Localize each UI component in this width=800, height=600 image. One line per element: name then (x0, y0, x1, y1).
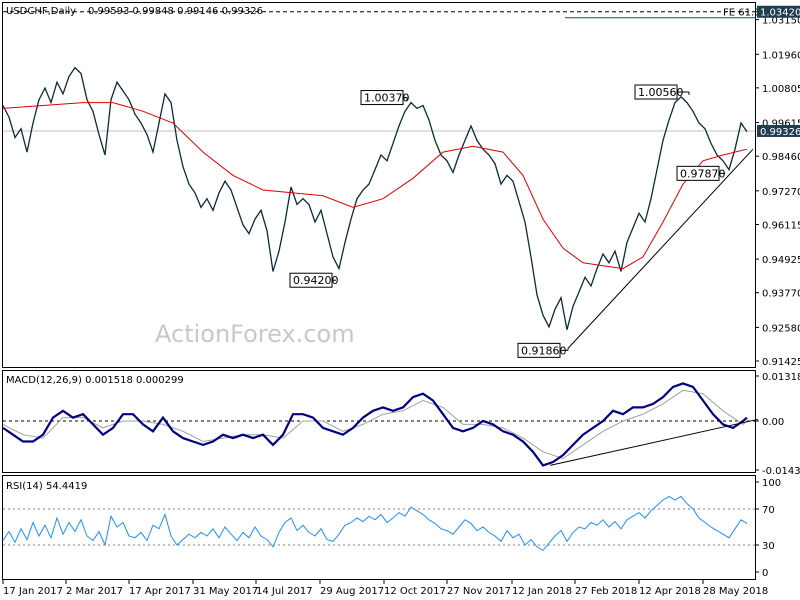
moving-average-series (2, 102, 748, 270)
date-tick-label: 14 Jul 2017 (256, 586, 313, 597)
date-tick-label: 17 Apr 2017 (129, 586, 191, 597)
fib-value: 1.03420 (760, 8, 800, 19)
rsi-y-tick-label: 0 (762, 568, 768, 579)
date-axis: 17 Jan 2017 2 Mar 2017 17 Apr 2017 31 May 2… (2, 580, 768, 597)
macd-trendline (549, 418, 759, 466)
rsi-label: RSI(14) 54.4419 (6, 481, 87, 492)
ohlc-readout: 0.99593 0.99848 0.99146 0.99326 (88, 6, 263, 17)
price-y-tick-label: 0.94925 (762, 255, 800, 266)
price-y-tick-label: 0.97270 (762, 187, 800, 198)
price-y-tick-label: 0.99615 (762, 119, 800, 130)
date-tick-label: 12 Oct 2017 (384, 586, 446, 597)
annotation-box (676, 165, 720, 181)
rsi-series (2, 495, 748, 552)
swing-annotation: 1.00560 (634, 84, 690, 100)
price-y-tick-label: 0.91425 (762, 357, 800, 368)
annotation-box (517, 342, 561, 358)
swing-annotation: 0.91860 (517, 342, 569, 358)
date-tick-label: 31 May 2017 (193, 586, 258, 597)
macd-series (2, 382, 748, 467)
rsi-y-tick-label: 100 (762, 478, 781, 489)
macd-y-tick-label: 0.00 (762, 417, 784, 428)
rsi-y-axis: 100 70 30 0 (755, 478, 781, 579)
rsi-panel-frame (2, 475, 756, 580)
price-y-tick-label: 0.92580 (762, 323, 800, 334)
macd-y-axis: 0.013184 0.00 -0.014339 (755, 372, 800, 477)
date-tick-label: 28 May 2018 (703, 586, 768, 597)
price-y-tick-label: 0.98460 (762, 152, 800, 163)
last-price-tag: 0.99326 (757, 124, 800, 138)
macd-y-tick-label: 0.013184 (762, 372, 800, 383)
macd-signal-series (2, 389, 748, 460)
last-price-value: 0.99326 (760, 127, 800, 138)
annotation-label: 1.00370 (364, 92, 410, 105)
annotation-label: 0.94200 (293, 274, 339, 287)
price-y-tick-label: 1.00805 (762, 84, 800, 95)
date-tick-label: 12 Apr 2018 (639, 586, 701, 597)
rsi-y-tick-label: 70 (762, 505, 775, 516)
annotation-label: 0.97870 (680, 167, 726, 180)
price-series (2, 66, 748, 330)
date-tick-label: 27 Nov 2017 (447, 586, 511, 597)
rsi-y-tick-label: 30 (762, 541, 775, 552)
date-tick-label: 29 Aug 2017 (320, 586, 384, 597)
swing-annotation: 1.00370 (360, 90, 410, 106)
price-y-tick-label: 1.03150 (762, 16, 800, 27)
annotation-label: 1.00560 (638, 86, 684, 99)
price-y-tick-label: 1.01960 (762, 50, 800, 61)
price-y-axis: 1.03150 1.01960 1.00805 0.99615 0.98460 0.972… (755, 16, 800, 368)
macd-label: MACD(12,26,9) 0.001518 0.000299 (6, 375, 184, 386)
price-y-tick-label: 0.96115 (762, 220, 800, 231)
chart-symbol: USDCHF,Daily (6, 6, 76, 17)
swing-annotation: 0.94200 (289, 272, 339, 288)
date-tick-label: 17 Jan 2017 (3, 586, 63, 597)
date-tick-label: 12 Jan 2018 (512, 586, 572, 597)
swing-annotation: 0.97870 (676, 165, 726, 181)
watermark: ActionForex.com (155, 320, 355, 348)
macd-y-tick-label: -0.014339 (762, 466, 800, 477)
fib-value-tag: 1.03420 (757, 5, 800, 19)
price-panel-frame (2, 2, 756, 368)
annotation-box (289, 272, 333, 288)
swing-annotations: 1.00370 0.94200 0.91860 1.00560 0.97870 (289, 84, 726, 358)
annotation-box (634, 84, 678, 100)
fib-label: FE 61.8 (723, 8, 761, 19)
annotation-box (360, 90, 404, 106)
price-trendline (567, 148, 754, 349)
price-y-tick-label: 0.93770 (762, 289, 800, 300)
annotation-label: 0.91860 (521, 344, 567, 357)
date-tick-label: 2 Mar 2017 (66, 586, 123, 597)
date-tick-label: 27 Feb 2018 (575, 586, 637, 597)
